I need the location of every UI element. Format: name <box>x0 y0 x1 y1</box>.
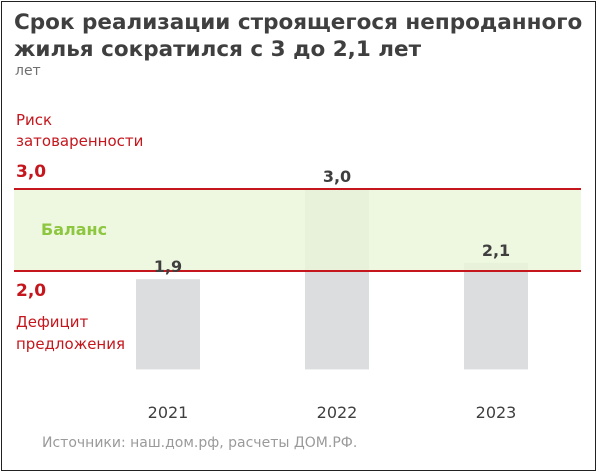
chart-title-line2: жилья сократился с 3 до 2,1 лет <box>14 37 422 62</box>
balance-band <box>14 189 581 271</box>
bar-2021 <box>136 279 200 370</box>
value-label-2021: 1,9 <box>154 257 182 276</box>
x-tick-label-2023: 2023 <box>476 403 517 422</box>
value-label-2022: 3,0 <box>323 167 351 186</box>
x-tick-label-2022: 2022 <box>317 403 358 422</box>
upper-threshold-value-label: 3,0 <box>16 162 46 182</box>
value-label-2023: 2,1 <box>482 241 510 260</box>
upper-threshold-text-line1: Риск <box>16 111 52 129</box>
x-tick-label-2021: 2021 <box>148 403 189 422</box>
upper-threshold-text-line2: затоваренности <box>16 132 143 150</box>
balance-band-label: Баланс <box>41 220 107 239</box>
unit-label: лет <box>15 63 41 79</box>
bar-2023 <box>464 262 528 370</box>
lower-threshold-text-line2: предложения <box>16 335 125 353</box>
lower-threshold-value-label: 2,0 <box>16 281 46 301</box>
lower-threshold-text-line1: Дефицит <box>16 313 88 331</box>
chart-title: Срок реализации строящегося непроданного… <box>14 9 584 63</box>
chart-title-line1: Срок реализации строящегося непроданного <box>14 10 583 35</box>
source-note: Источники: наш.дом.рф, расчеты ДОМ.РФ. <box>42 435 358 451</box>
